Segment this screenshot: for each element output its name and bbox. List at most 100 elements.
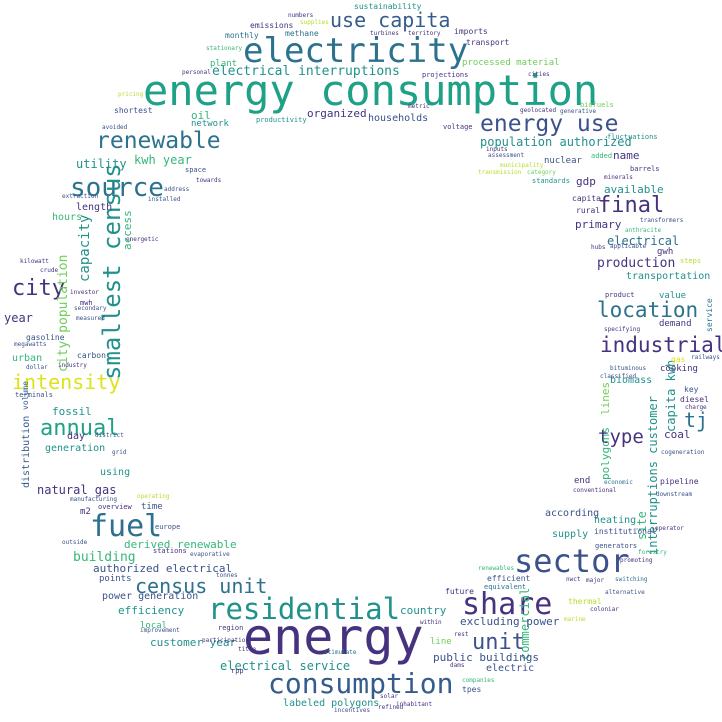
word-derived-renewable: derived renewable [124, 538, 237, 551]
word-marine: marine [564, 616, 586, 623]
word-fossil: fossil [52, 405, 92, 418]
word-applicable: applicable [610, 243, 647, 250]
word-biomass: biomass [610, 375, 653, 386]
word-terminals: terminals [15, 391, 53, 399]
word-megawatts: megawatts [14, 341, 47, 348]
word-monthly: monthly [225, 31, 259, 40]
word-points: points [99, 574, 132, 584]
word-share: share [462, 587, 553, 622]
word-emissions: emissions [250, 21, 294, 30]
word-carbon: carbon [77, 351, 106, 360]
word-gas: gas [671, 355, 686, 364]
word-manufacturing: manufacturing [70, 496, 117, 503]
word-gasoline: gasoline [26, 333, 65, 342]
word-alternative: alternative [605, 589, 645, 596]
word-efficient: efficient [487, 574, 531, 583]
word-switching: switching [615, 576, 648, 583]
word-diesel: diesel [680, 395, 709, 404]
word-end: end [574, 476, 591, 486]
word-improvement: improvement [140, 627, 180, 634]
word-grid: grid [112, 449, 127, 456]
word-energy: energy [243, 608, 424, 666]
word-name: name [613, 149, 640, 162]
word-stationary: stationary [206, 45, 243, 52]
word-transportation: transportation [626, 271, 711, 282]
word-power-generation: power generation [102, 591, 199, 602]
word-overview: overview [98, 503, 132, 511]
word-metric: metric [408, 103, 430, 110]
word-territory: territory [408, 30, 441, 37]
word-institutional: institutional [594, 527, 657, 536]
word-projections: projections [422, 71, 469, 79]
word-charge: charge [685, 404, 707, 411]
word-renewable: renewable [96, 128, 221, 154]
word-smallest-census: smallest census [98, 163, 126, 380]
word-promoting: promoting [620, 557, 653, 564]
word-network: network [191, 119, 229, 129]
word-polygons: polygons [599, 427, 612, 480]
word-processed-material: processed material [462, 58, 560, 68]
word-cogeneration: cogeneration [661, 449, 705, 456]
word-source: source [70, 173, 164, 203]
word-bituminous: bituminous [610, 365, 647, 372]
word-energy-use: energy use [480, 111, 619, 137]
word-operator: operator [655, 525, 684, 532]
word-according: according [545, 508, 600, 519]
word-methane: methane [285, 29, 319, 38]
word-electrical-interruptions: electrical interruptions [212, 64, 400, 79]
word-equivalent: equivalent [484, 583, 527, 591]
word-transmission: transmission [478, 169, 522, 176]
word-outside: outside [62, 539, 88, 546]
word-biofuels: biofuels [580, 101, 614, 109]
word-assessment: assessment [488, 152, 525, 159]
word-industrial: industrial [600, 333, 722, 357]
word-rest: rest [454, 631, 469, 638]
word-solar: solar [380, 693, 399, 700]
word-steps: steps [680, 257, 702, 265]
word-hours: hours [52, 212, 83, 223]
word-imports: imports [454, 27, 488, 36]
word-capita: capita [572, 194, 601, 203]
word-stimulate: stimulate [324, 649, 357, 656]
word-labeled-polygons: labeled polygons [283, 698, 380, 709]
word-rpp: rpp [231, 667, 244, 675]
word-consumption: consumption [268, 667, 454, 700]
word-efficiency: efficiency [118, 604, 185, 617]
word-sustainability: sustainability [354, 2, 422, 11]
word-mwh: mwh [80, 299, 93, 307]
word-minerals: minerals [604, 174, 633, 181]
word-tj: tj [684, 408, 709, 432]
word-type: type [598, 426, 644, 448]
word-fluctuations: fluctuations [607, 133, 658, 141]
word-coloniar: coloniar [590, 606, 619, 613]
word-specifying: specifying [604, 326, 641, 333]
word-address: address [164, 186, 190, 193]
word-utility: utility [76, 157, 127, 171]
word-households: households [368, 113, 429, 124]
word-voltage: voltage [443, 123, 473, 131]
word-nwct: nwct [566, 576, 581, 583]
word-distribution: distribution [21, 415, 32, 488]
word-key: key [684, 385, 699, 394]
word-unit: unit [472, 630, 525, 655]
word-electric: electric [486, 663, 535, 674]
word-pricing: pricing [118, 91, 144, 98]
word-inhabitant: inhabitant [396, 701, 433, 708]
word-transformers: transformers [640, 217, 684, 224]
word-stations: stations [153, 547, 187, 555]
word-renewables: renewables [478, 565, 515, 572]
word-district: district [95, 432, 124, 439]
word-city-population: city population [56, 254, 71, 372]
word-numbers: numbers [288, 12, 314, 19]
word-pipeline: pipeline [660, 477, 699, 486]
word-kwh-year: kwh year [134, 153, 192, 167]
word-extraction: extraction [62, 193, 99, 200]
word-location: location [597, 298, 699, 322]
word-crude: crude [40, 267, 59, 274]
word-demand: demand [659, 319, 692, 329]
word-incentives: incentives [334, 707, 371, 714]
word-supplies: supplies [300, 19, 329, 26]
word-productivity: productivity [256, 116, 307, 124]
word-population-authorized: population authorized [480, 135, 632, 149]
